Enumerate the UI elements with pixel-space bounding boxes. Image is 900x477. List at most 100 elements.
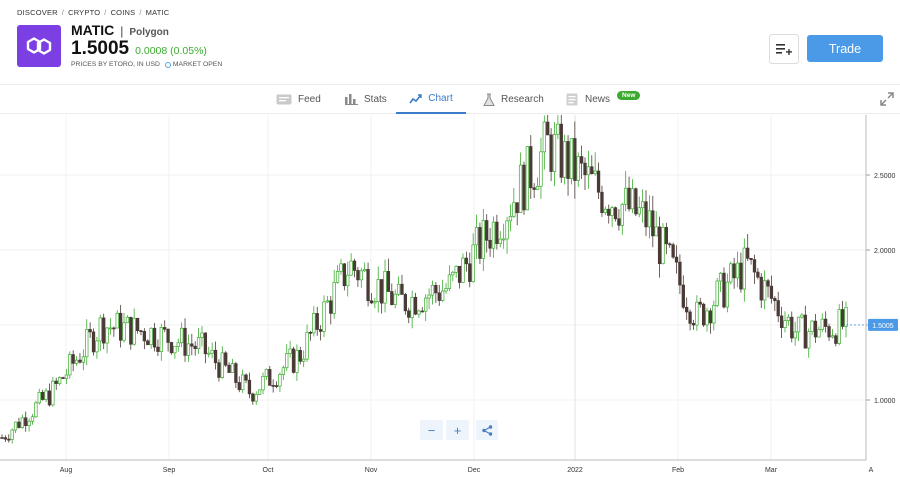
candle-down [691,323,696,326]
zoom-controls: − + [420,420,469,440]
candle-up [305,331,309,360]
tab-feed[interactable]: Feed [276,85,321,114]
candle-up [783,320,787,329]
market-status-label: MARKET OPEN [172,61,223,68]
last-price-tag [868,318,898,331]
candle-down [769,285,774,299]
candle-down [657,226,662,265]
candle-up [115,312,119,329]
asset-symbol: MATIC [71,22,115,38]
price-chart[interactable]: 2.50002.00001.50001.0000AugSepOctNovDec2… [0,115,900,477]
candle-down [352,260,357,271]
candle-up [763,280,767,301]
zoom-in-button[interactable]: + [446,420,469,440]
candle-down [813,320,818,338]
candle-up [695,301,699,326]
candle-up [712,305,716,324]
candle-down [7,438,11,441]
breadcrumb-crypto[interactable]: CRYPTO [68,8,101,17]
candle-up [603,208,607,213]
candle-down [169,342,174,354]
tab-news-label: News [585,94,611,105]
candle-up [556,123,560,135]
candle-down [247,379,252,395]
candle-down [759,276,763,301]
candle-down [227,364,231,373]
candle-down [0,437,4,439]
candle-up [278,374,282,387]
share-button[interactable] [476,420,498,440]
breadcrumb-coins[interactable]: COINS [110,8,136,17]
candle-up [173,345,177,354]
candle-down [146,340,150,346]
candle-down [413,296,418,315]
candle-up [254,394,258,402]
asset-name: Polygon [129,27,169,38]
candle-up [179,327,184,344]
candle-down [129,316,133,345]
candle-up [535,185,540,190]
candle-down [366,269,370,302]
candle-up [637,207,641,215]
candle-down [135,317,140,332]
candle-up [563,141,567,178]
candle-up [200,332,204,338]
breadcrumb-sep: / [139,8,142,17]
feed-icon [276,94,292,105]
candle-up [281,367,285,375]
candle-down [17,421,21,428]
candle-up [725,281,730,308]
share-icon [481,424,492,436]
candle-down [651,210,655,237]
candle-down [193,345,197,349]
candle-down [213,349,218,364]
polygon-logo [17,25,61,67]
x-tick-label: Mar [765,467,778,474]
trade-button[interactable]: Trade [807,35,883,62]
candle-up [735,262,740,279]
candle-down [596,170,601,193]
candle-up [430,285,435,296]
candle-down [546,121,550,136]
candle-down [600,191,604,213]
candle-up [373,301,377,304]
candle-down [400,283,404,295]
tab-stats-label: Stats [364,94,387,105]
candle-up [20,417,24,428]
price-change: 0.0008 (0.05%) [135,45,207,57]
tab-news[interactable]: News New [566,85,641,114]
add-to-watchlist-button[interactable] [769,34,799,64]
zoom-out-button[interactable]: − [420,420,443,440]
tab-chart[interactable]: Chart [396,85,466,114]
candle-up [705,310,709,326]
candle-up [505,220,509,240]
breadcrumb-discover[interactable]: DISCOVER [17,8,58,17]
candle-up [132,317,136,345]
candle-up [796,316,801,333]
candle-up [630,188,635,210]
candle-down [112,327,116,330]
x-tick-label: 2022 [567,467,583,474]
candle-down [827,326,831,338]
candle-up [661,227,665,265]
candle-up [830,335,835,338]
stats-icon [345,94,358,105]
candle-down [668,243,672,246]
candle-down [315,313,319,330]
candle-down [698,301,702,305]
candle-down [91,331,96,353]
candle-down [495,221,499,244]
candle-up [207,352,211,355]
candle-down [803,314,807,349]
candle-up [288,348,292,354]
polygon-logo-icon [26,37,52,55]
candle-down [674,256,679,263]
candle-up [647,210,652,228]
chart-icon [409,94,422,104]
tab-research[interactable]: Research [483,85,544,114]
candle-down [54,380,58,384]
expand-icon[interactable] [880,92,894,106]
candle-down [478,227,482,259]
candle-up [264,369,269,377]
tab-stats[interactable]: Stats [345,85,387,114]
